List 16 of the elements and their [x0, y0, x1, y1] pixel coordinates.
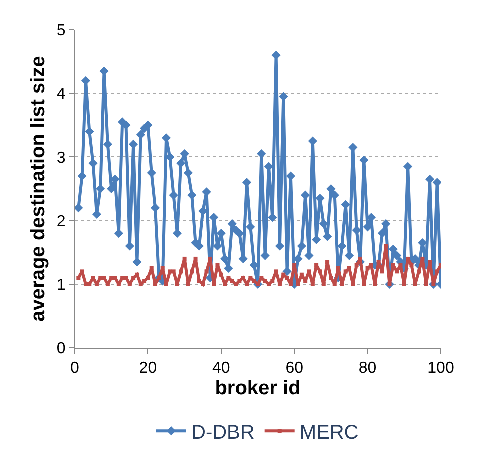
- legend-label: MERC: [300, 422, 359, 444]
- y-tick-label: 3: [56, 150, 66, 167]
- x-tick-label: 80: [358, 360, 377, 378]
- y-tick-label: 1: [56, 277, 66, 294]
- x-tick-label: 20: [139, 360, 158, 378]
- x-tick-label: 60: [286, 360, 304, 378]
- y-axis-title: average destination list size: [27, 56, 50, 322]
- x-tick-label: 40: [212, 360, 230, 378]
- x-tick-label: 100: [428, 360, 454, 378]
- y-tick-label: 0: [56, 340, 66, 358]
- y-tick-label: 4: [56, 86, 66, 104]
- x-tick-label: 0: [70, 360, 80, 378]
- legend-label: D-DBR: [192, 422, 255, 444]
- y-tick-label: 5: [56, 22, 66, 40]
- x-axis-title: broker id: [215, 378, 301, 400]
- y-tick-label: 2: [56, 213, 66, 230]
